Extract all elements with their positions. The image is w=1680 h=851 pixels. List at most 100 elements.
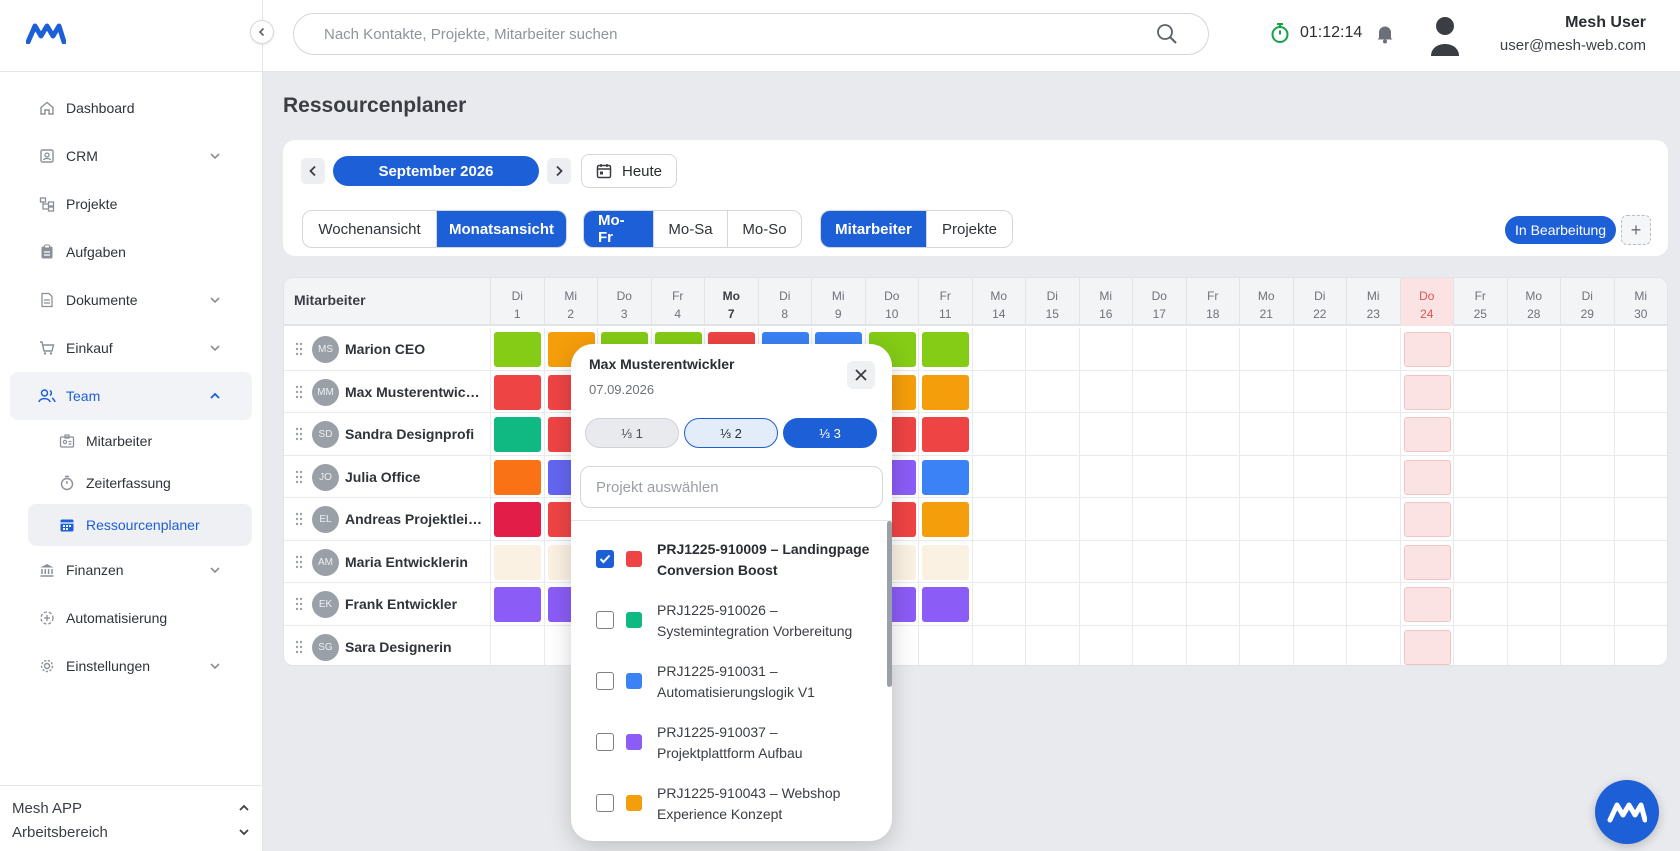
- day-cell[interactable]: [1239, 413, 1293, 456]
- day-cell[interactable]: [1399, 540, 1454, 583]
- day-cell[interactable]: [1185, 455, 1240, 498]
- sidebar-item-crm[interactable]: CRM: [10, 132, 252, 180]
- day-cell[interactable]: [1292, 455, 1347, 498]
- drag-handle-icon[interactable]: [295, 597, 303, 611]
- day-cell[interactable]: [1506, 498, 1561, 541]
- assignment-block[interactable]: [922, 459, 969, 495]
- sidebar-subitem-zeiterfassung[interactable]: Zeiterfassung: [28, 462, 252, 504]
- day-cell[interactable]: [1506, 625, 1561, 665]
- assignment-block[interactable]: [494, 544, 541, 580]
- day-cell[interactable]: [918, 498, 972, 541]
- employee-name[interactable]: Maria Entwicklerin: [345, 553, 468, 570]
- today-cell-marker[interactable]: [1403, 417, 1451, 452]
- month-picker[interactable]: September 2026: [333, 156, 539, 186]
- day-cell[interactable]: [1078, 540, 1133, 583]
- sidebar-item-einstellungen[interactable]: Einstellungen: [10, 642, 252, 690]
- day-cell[interactable]: [1078, 625, 1133, 665]
- day-cell[interactable]: [1239, 328, 1293, 371]
- workspace-switcher[interactable]: Arbeitsbereich: [12, 820, 251, 844]
- day-cell[interactable]: [1185, 540, 1240, 583]
- day-cell[interactable]: [918, 328, 972, 371]
- group-employees-button[interactable]: Mitarbeiter: [821, 211, 927, 247]
- today-cell-marker[interactable]: [1403, 332, 1451, 367]
- search-icon[interactable]: [1156, 23, 1178, 45]
- day-cell[interactable]: [1132, 625, 1186, 665]
- day-cell[interactable]: [490, 583, 544, 626]
- day-cell[interactable]: [1399, 328, 1454, 371]
- user-menu[interactable]: Mesh User user@mesh-web.com: [1500, 12, 1646, 58]
- day-cell[interactable]: [1453, 540, 1507, 583]
- day-cell[interactable]: [1399, 583, 1454, 626]
- day-cell[interactable]: [1078, 583, 1133, 626]
- day-cell[interactable]: [1292, 625, 1347, 665]
- assignment-block[interactable]: [922, 544, 969, 580]
- day-cell[interactable]: [1560, 625, 1614, 665]
- day-cell[interactable]: [490, 455, 544, 498]
- collapse-sidebar-button[interactable]: [250, 20, 274, 44]
- day-cell[interactable]: [1346, 455, 1400, 498]
- project-option[interactable]: PRJ1225-910043 – Webshop Experience Konz…: [596, 783, 877, 833]
- drag-handle-icon[interactable]: [295, 512, 303, 526]
- assignment-block[interactable]: [922, 417, 969, 452]
- assignment-block[interactable]: [494, 374, 541, 410]
- assignment-block[interactable]: [922, 374, 969, 410]
- day-cell[interactable]: [1185, 328, 1240, 371]
- day-cell[interactable]: [1132, 498, 1186, 541]
- sidebar-item-team[interactable]: Team: [10, 372, 252, 420]
- today-cell-marker[interactable]: [1403, 587, 1451, 622]
- day-cell[interactable]: [1506, 540, 1561, 583]
- day-cell[interactable]: [1399, 370, 1454, 413]
- day-cell[interactable]: [1078, 455, 1133, 498]
- day-cell[interactable]: [490, 540, 544, 583]
- day-cell[interactable]: [1292, 328, 1347, 371]
- day-cell[interactable]: [1078, 413, 1133, 456]
- sidebar-item-dashboard[interactable]: Dashboard: [10, 84, 252, 132]
- day-cell[interactable]: [1453, 625, 1507, 665]
- day-cell[interactable]: [1239, 625, 1293, 665]
- project-checkbox[interactable]: [596, 611, 614, 629]
- day-cell[interactable]: [1292, 583, 1347, 626]
- day-cell[interactable]: [1453, 413, 1507, 456]
- project-option[interactable]: PRJ1225-910031 – Automatisierungslogik V…: [596, 661, 877, 711]
- day-cell[interactable]: [1078, 370, 1133, 413]
- bell-icon[interactable]: [1376, 24, 1394, 44]
- day-cell[interactable]: [1506, 370, 1561, 413]
- drag-handle-icon[interactable]: [295, 385, 303, 399]
- day-cell[interactable]: [1346, 625, 1400, 665]
- day-cell[interactable]: [1078, 328, 1133, 371]
- app-switcher[interactable]: Mesh APP: [12, 796, 251, 820]
- day-cell[interactable]: [1292, 413, 1347, 456]
- day-cell[interactable]: [1506, 583, 1561, 626]
- day-cell[interactable]: [1613, 498, 1668, 541]
- day-cell[interactable]: [1346, 413, 1400, 456]
- day-cell[interactable]: [490, 498, 544, 541]
- sidebar-item-automatisierung[interactable]: Automatisierung: [10, 594, 252, 642]
- search-input[interactable]: [324, 25, 1156, 43]
- day-cell[interactable]: [1025, 455, 1079, 498]
- day-cell[interactable]: [1346, 498, 1400, 541]
- project-option[interactable]: PRJ1225-910037 – Projektplattform Aufbau: [596, 722, 877, 772]
- mesh-logo-icon[interactable]: [26, 22, 66, 44]
- day-cell[interactable]: [1560, 498, 1614, 541]
- day-cell[interactable]: [1132, 583, 1186, 626]
- drag-handle-icon[interactable]: [295, 470, 303, 484]
- day-cell[interactable]: [1025, 625, 1079, 665]
- day-cell[interactable]: [490, 328, 544, 371]
- day-cell[interactable]: [918, 625, 972, 665]
- sidebar-item-projekte[interactable]: Projekte: [10, 180, 252, 228]
- sidebar-item-finanzen[interactable]: Finanzen: [10, 546, 252, 594]
- project-list-scrollbar[interactable]: [887, 521, 892, 687]
- time-tracker[interactable]: 01:12:14: [1270, 22, 1362, 44]
- drag-handle-icon[interactable]: [295, 555, 303, 569]
- today-cell-marker[interactable]: [1403, 629, 1451, 665]
- sidebar-subitem-ressourcenplaner[interactable]: Ressourcenplaner: [28, 504, 252, 546]
- day-cell[interactable]: [1560, 370, 1614, 413]
- assignment-block[interactable]: [922, 587, 969, 622]
- today-button[interactable]: Heute: [581, 154, 678, 188]
- user-avatar-icon[interactable]: [1429, 14, 1461, 56]
- day-cell[interactable]: [1613, 625, 1668, 665]
- day-cell[interactable]: [1185, 583, 1240, 626]
- day-cell[interactable]: [1453, 370, 1507, 413]
- day-cell[interactable]: [1132, 540, 1186, 583]
- day-cell[interactable]: [918, 455, 972, 498]
